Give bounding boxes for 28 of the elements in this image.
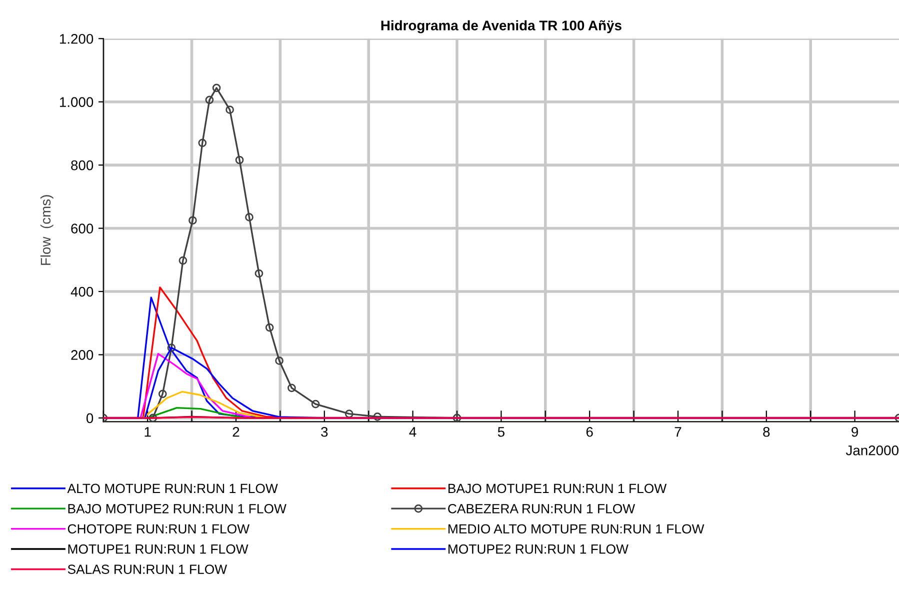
y-tick-label: 200 bbox=[71, 350, 94, 360]
legend-label: MOTUPE1 RUN:RUN 1 FLOW bbox=[68, 544, 248, 554]
x-axis-title: Jan2000 bbox=[846, 445, 898, 456]
legend-label: CABEZERA RUN:RUN 1 FLOW bbox=[448, 504, 636, 514]
x-tick-label: 3 bbox=[321, 426, 328, 437]
chart-title: Hidrograma de Avenida TR 100 Añÿs bbox=[381, 20, 622, 34]
x-tick-label: 6 bbox=[586, 426, 593, 437]
x-tick-label: 9 bbox=[852, 426, 858, 437]
x-tick-label: 4 bbox=[409, 427, 416, 437]
y-tick-label: 1.000 bbox=[60, 97, 94, 107]
x-tick-label: 1 bbox=[144, 427, 151, 437]
legend-label: MEDIO ALTO MOTUPE RUN:RUN 1 FLOW bbox=[448, 524, 704, 534]
y-axis-title: Flow (cms) bbox=[40, 195, 54, 265]
x-tick-label: 7 bbox=[674, 427, 682, 437]
y-tick-label: 400 bbox=[70, 286, 94, 297]
legend-label: MOTUPE2 RUN:RUN 1 FLOW bbox=[448, 544, 628, 554]
x-tick-label: 5 bbox=[498, 427, 504, 437]
legend-label: CHOTOPE RUN:RUN 1 FLOW bbox=[68, 524, 250, 534]
y-tick-label: 0 bbox=[86, 413, 94, 424]
legend-label: BAJO MOTUPE1 RUN:RUN 1 FLOW bbox=[448, 484, 667, 494]
legend-label: ALTO MOTUPE RUN:RUN 1 FLOW bbox=[67, 484, 278, 494]
y-tick-label: 600 bbox=[71, 224, 94, 234]
y-tick-label: 800 bbox=[71, 160, 94, 170]
x-tick-label: 2 bbox=[232, 426, 240, 437]
x-tick-label: 8 bbox=[763, 426, 770, 437]
y-tick-label: 1.200 bbox=[60, 34, 94, 44]
legend-label: BAJO MOTUPE2 RUN:RUN 1 FLOW bbox=[68, 504, 286, 514]
legend-label: SALAS RUN:RUN 1 FLOW bbox=[68, 564, 228, 574]
